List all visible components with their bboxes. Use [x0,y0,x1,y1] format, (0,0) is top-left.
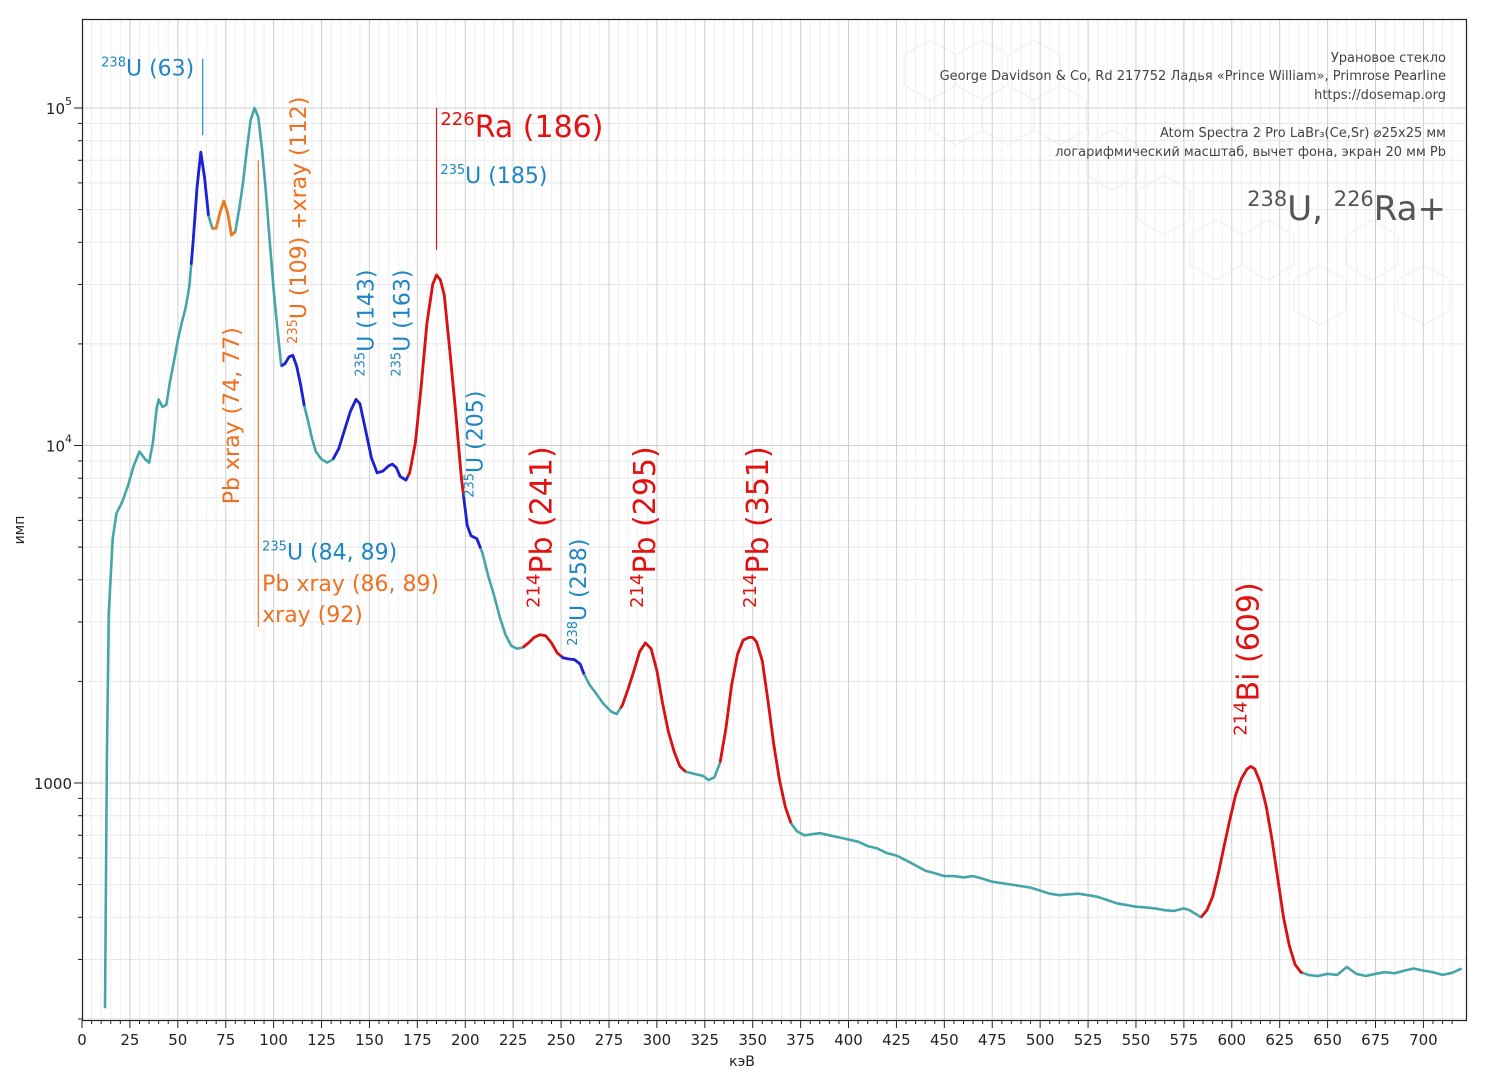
x-tick-label: 75 [216,1031,235,1049]
peak-label: 226Ra (186) [440,109,603,145]
info-block: Урановое стекло George Davidson & Co, Rd… [940,51,1446,229]
peak-label: 238U (258) [566,539,592,646]
peak-label: 235U (143) [353,270,379,377]
x-tick-label: 400 [834,1031,863,1049]
info-detector: Atom Spectra 2 Pro LaBr₃(Ce,Sr) ⌀25x25 м… [1160,126,1446,141]
title-sup-2: 226 [1334,187,1374,211]
peak-label: Pb xray (86, 89) [262,572,439,597]
x-tick-label: 250 [547,1031,576,1049]
peak-highlight [560,655,586,675]
peak-label: 214Pb (241) [523,446,559,608]
x-tick-label: 475 [978,1031,1007,1049]
marker-lines [202,58,438,627]
y-axis-title: имп [12,516,28,545]
peak-label: xray (92) [262,603,363,628]
y-tick-label: 104 [46,433,72,456]
peak-label: 214Pb (295) [627,446,663,608]
peak-highlight [461,493,482,549]
x-tick-label: 125 [307,1031,336,1049]
x-tick-label: 275 [595,1031,624,1049]
title-sup-1: 238 [1247,187,1287,211]
peak-label: 235U (109) +xray (112) [286,97,312,344]
x-tick-label: 25 [120,1031,139,1049]
x-tick-label: 175 [403,1031,432,1049]
x-tick-label: 225 [499,1031,528,1049]
x-tick-label: 650 [1313,1031,1342,1049]
x-tick-label: 425 [882,1031,911,1049]
info-website: https://dosemap.org [1314,88,1446,103]
major-gridlines [82,19,1466,1020]
x-tick-label: 325 [690,1031,719,1049]
peak-label: 238U (63) [101,55,194,81]
peak-label: 235U (84, 89) [262,539,397,565]
x-axis-title: кэВ [729,1054,755,1070]
peak-highlight [280,353,306,407]
peak-label: Pb xray (74, 77) [220,327,245,504]
x-tick-label: 700 [1409,1031,1438,1049]
x-tick-label: 625 [1265,1031,1294,1049]
peak-highlight [1200,765,1304,975]
x-tick-label: 300 [643,1031,672,1049]
hexagon-watermark [903,39,1451,326]
x-tick-label: 0 [77,1031,87,1049]
peak-highlight [212,199,237,237]
y-axis: 105 104 1000 [34,95,82,1020]
chart-title: 238U, 226Ra+ [1247,187,1446,229]
x-tick-label: 500 [1026,1031,1055,1049]
x-tick-label: 350 [738,1031,767,1049]
x-tick-label: 50 [168,1031,187,1049]
peak-label: 235U (205) [463,391,489,498]
info-sample: Урановое стекло [1331,51,1446,66]
plot-frame [81,18,1468,1022]
x-tick-label: 575 [1170,1031,1199,1049]
peak-label: 214Pb (351) [740,446,776,608]
peak-label: 235U (163) [390,270,416,377]
x-tick-label: 375 [786,1031,815,1049]
x-tick-label: 525 [1074,1031,1103,1049]
info-settings: логарифмический масштаб, вычет фона, экр… [1055,145,1446,160]
title-base-2: Ra+ [1374,189,1446,229]
x-tick-label: 600 [1217,1031,1246,1049]
peak-label: 214Bi (609) [1231,582,1267,735]
x-axis: 0 25 50 75 100 125 150 175 200 225 250 275 300 325 350… [77,1020,1453,1049]
peak-label: 235U (185) [440,163,547,189]
info-manufacturer: George Davidson & Co, Rd 217752 Ладья «P… [940,69,1446,84]
x-tick-label: 550 [1122,1031,1151,1049]
x-tick-label: 100 [259,1031,288,1049]
peak-highlight [718,636,793,824]
spectrum-series [103,106,1463,1009]
y-tick-label: 105 [46,95,72,118]
x-tick-label: 150 [355,1031,384,1049]
minor-gridlines [82,19,1466,1020]
peak-highlight [189,150,210,265]
peak-highlight [521,633,562,658]
peak-annotations: 238U (63) 226Ra (186) 235U (185) Pb xray (7… [101,55,1266,735]
x-tick-label: 450 [930,1031,959,1049]
peak-highlight [619,641,687,773]
peak-highlight [406,273,465,495]
y-tick-label: 1000 [34,775,72,793]
title-base-1: U, [1287,189,1334,229]
peak-highlight [331,397,410,482]
x-tick-label: 675 [1361,1031,1390,1049]
x-tick-label: 200 [451,1031,480,1049]
